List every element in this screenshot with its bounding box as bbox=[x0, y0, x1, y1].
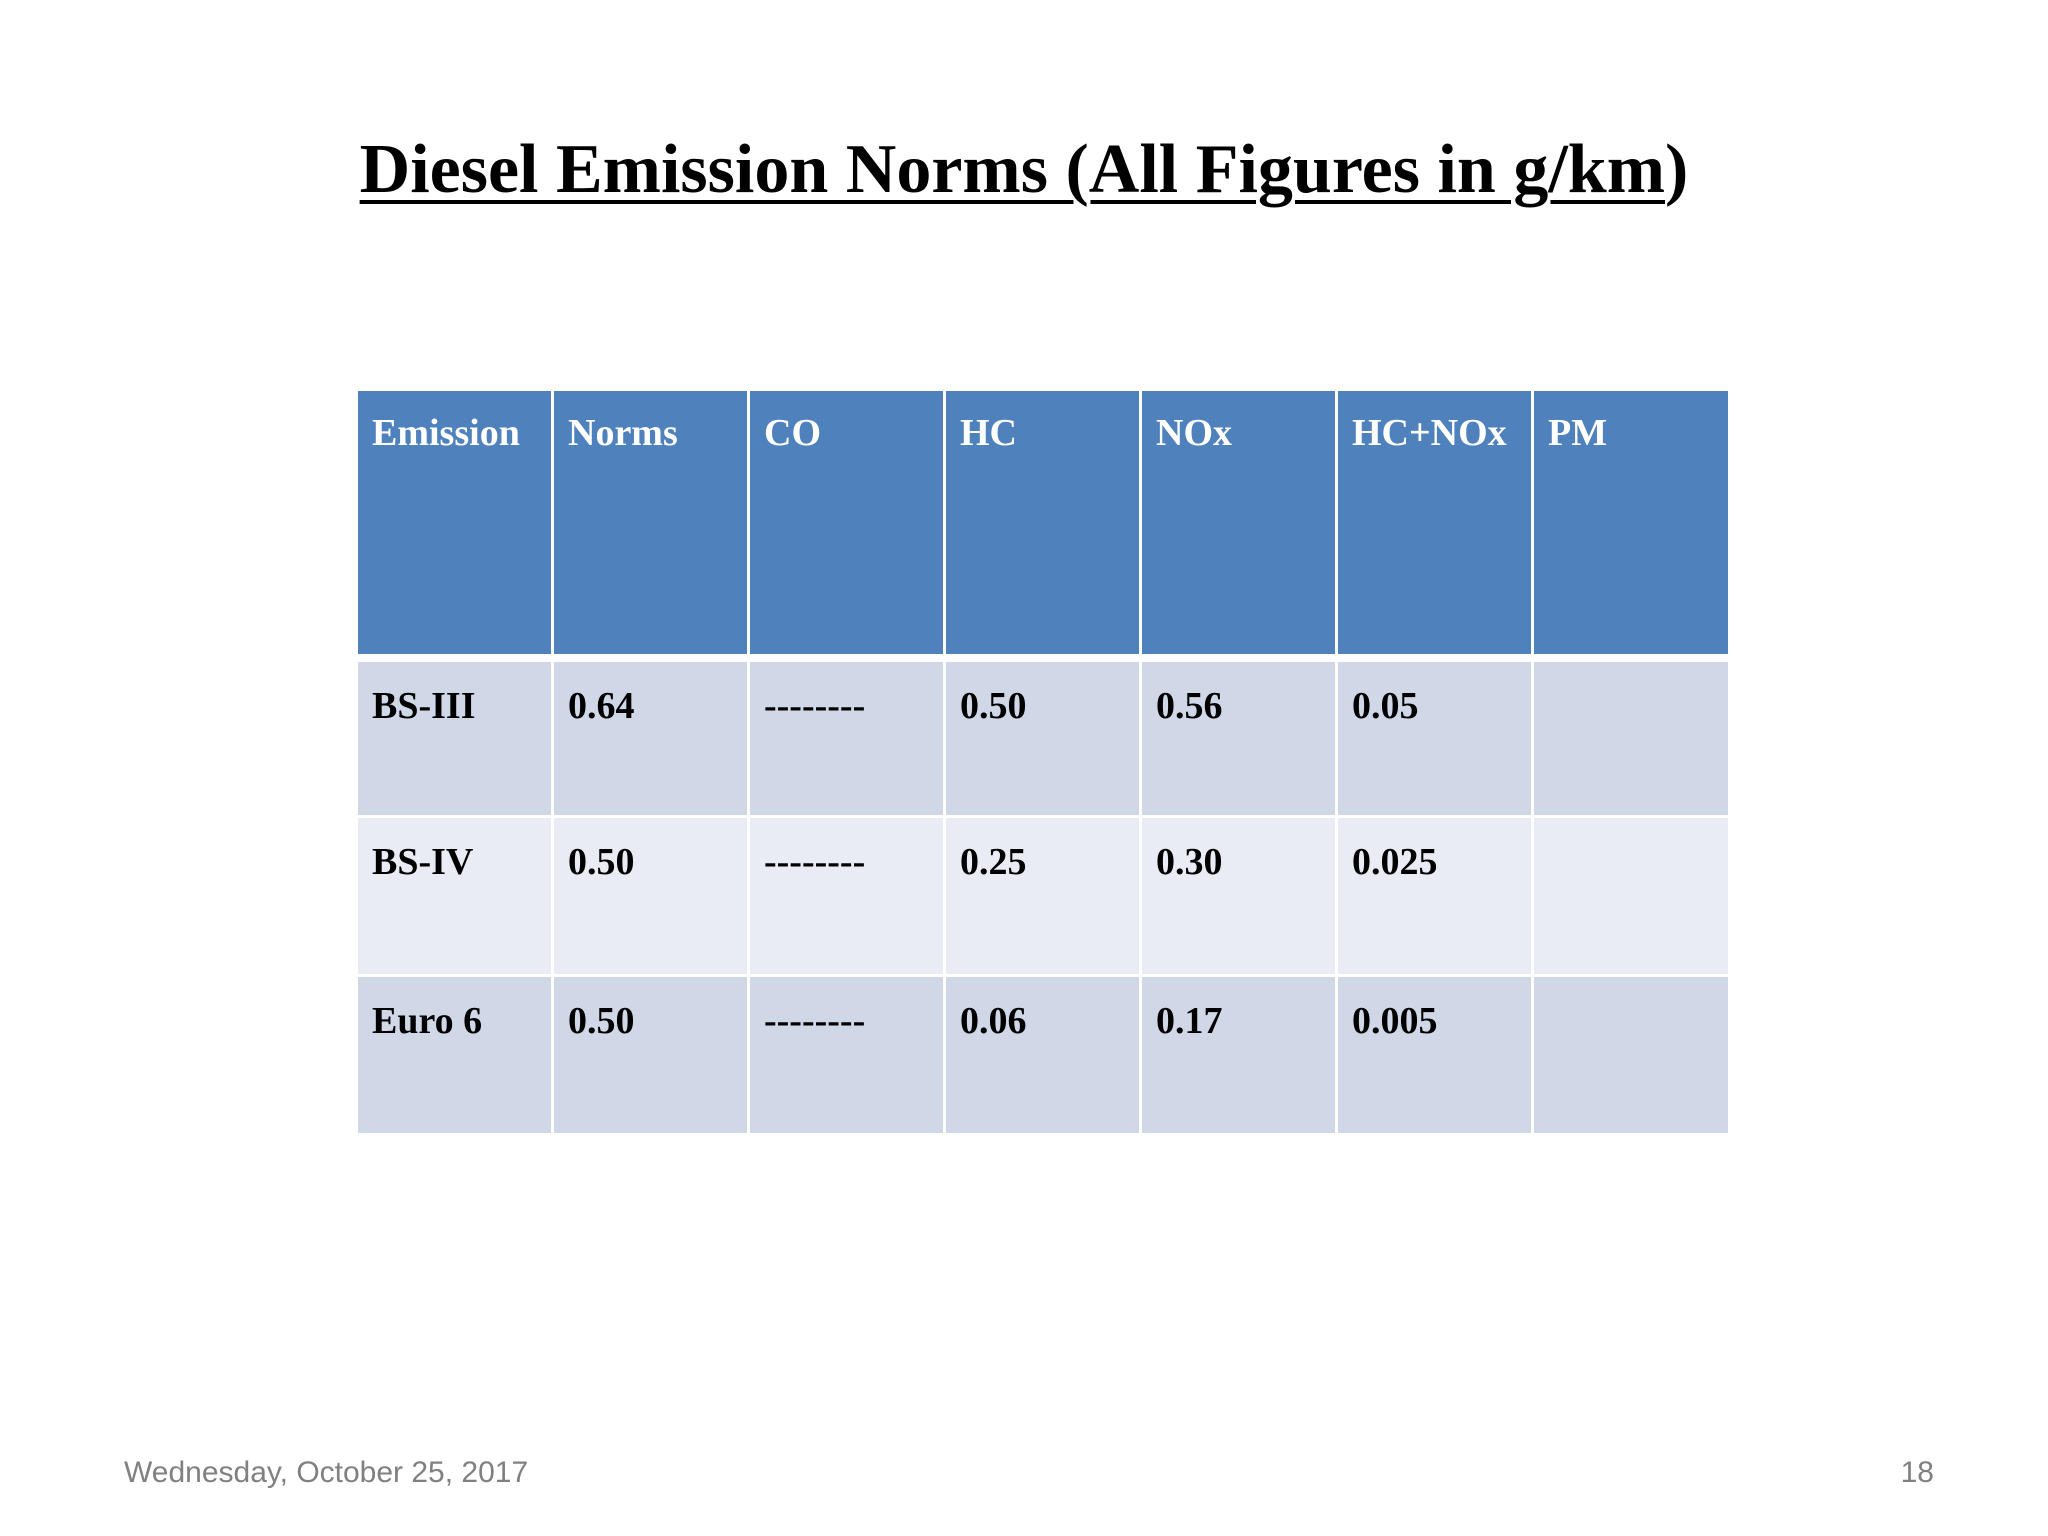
table-cell: 0.64 bbox=[551, 656, 750, 818]
table-row: BS-III 0.64 -------- 0.50 0.56 0.05 bbox=[355, 656, 1731, 818]
table-cell: 0.25 bbox=[943, 815, 1142, 977]
header-cell-hc-nox: HC+NOx bbox=[1335, 388, 1534, 659]
header-cell-norms: Norms bbox=[551, 388, 750, 659]
table-cell: Euro 6 bbox=[355, 974, 554, 1136]
table-cell: BS-IV bbox=[355, 815, 554, 977]
table-cell: 0.50 bbox=[551, 815, 750, 977]
table-cell bbox=[1531, 656, 1731, 818]
table-cell: 0.50 bbox=[943, 656, 1142, 818]
table-cell: 0.56 bbox=[1139, 656, 1338, 818]
emission-norms-table: Emission Norms CO HC NOx HC+NOx PM BS-II… bbox=[355, 388, 1731, 1136]
table-cell bbox=[1531, 815, 1731, 977]
table-cell: -------- bbox=[747, 974, 946, 1136]
table-row: Euro 6 0.50 -------- 0.06 0.17 0.005 bbox=[355, 974, 1731, 1136]
slide-title-tail: ) bbox=[1665, 131, 1689, 208]
table-cell: 0.06 bbox=[943, 974, 1142, 1136]
table-row: BS-IV 0.50 -------- 0.25 0.30 0.025 bbox=[355, 815, 1731, 977]
header-cell-emission: Emission bbox=[355, 388, 554, 659]
table-cell: 0.005 bbox=[1335, 974, 1534, 1136]
header-cell-hc: HC bbox=[943, 388, 1142, 659]
header-cell-nox: NOx bbox=[1139, 388, 1338, 659]
table-cell: 0.05 bbox=[1335, 656, 1534, 818]
emission-table-container: Emission Norms CO HC NOx HC+NOx PM BS-II… bbox=[355, 388, 1731, 1136]
table-cell: -------- bbox=[747, 656, 946, 818]
page-number: 18 bbox=[1900, 1456, 1934, 1489]
header-cell-pm: PM bbox=[1531, 388, 1731, 659]
table-cell: 0.30 bbox=[1139, 815, 1338, 977]
footer-date: Wednesday, October 25, 2017 bbox=[124, 1456, 529, 1489]
table-cell: 0.025 bbox=[1335, 815, 1534, 977]
table-cell bbox=[1531, 974, 1731, 1136]
table-cell: 0.50 bbox=[551, 974, 750, 1136]
table-cell: 0.17 bbox=[1139, 974, 1338, 1136]
slide-title: Diesel Emission Norms (All Figures in g/… bbox=[0, 128, 2048, 212]
header-cell-co: CO bbox=[747, 388, 946, 659]
table-cell: -------- bbox=[747, 815, 946, 977]
slide-title-underlined: Diesel Emission Norms (All Figures in g/… bbox=[359, 131, 1666, 208]
table-cell: BS-III bbox=[355, 656, 554, 818]
table-header-row: Emission Norms CO HC NOx HC+NOx PM bbox=[355, 388, 1731, 659]
